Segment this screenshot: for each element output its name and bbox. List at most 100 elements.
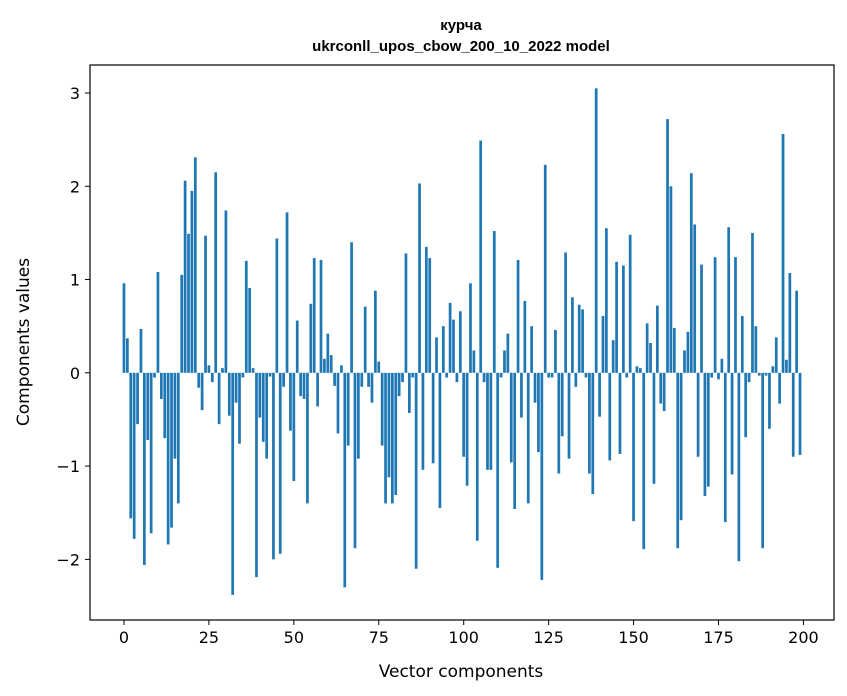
bar-167 [689, 173, 693, 373]
bar-123 [540, 372, 544, 580]
bar-127 [554, 329, 557, 373]
bar-73 [370, 372, 374, 403]
bar-101 [465, 372, 469, 486]
bar-57 [316, 372, 319, 407]
bar-165 [683, 350, 686, 373]
bar-30 [224, 210, 228, 373]
bar-136 [584, 372, 588, 378]
bar-146 [618, 372, 622, 454]
bar-132 [571, 297, 574, 373]
bar-194 [781, 134, 785, 373]
bar-61 [329, 355, 333, 373]
bar-34 [238, 372, 241, 444]
bar-115 [513, 372, 517, 509]
bar-156 [652, 372, 656, 484]
bar-142 [605, 228, 608, 373]
bar-60 [326, 333, 330, 373]
bar-135 [581, 309, 584, 373]
bar-138 [591, 372, 595, 495]
bar-82 [401, 372, 404, 383]
bar-133 [574, 372, 578, 387]
bar-97 [452, 319, 455, 373]
bar-79 [391, 372, 394, 504]
bar-120 [530, 326, 533, 373]
bar-90 [428, 258, 432, 373]
bar-0 [122, 283, 126, 373]
bar-174 [713, 257, 717, 373]
bar-2 [129, 372, 133, 519]
bar-27 [214, 172, 218, 373]
bar-69 [357, 372, 360, 459]
bar-184 [747, 372, 751, 383]
bar-4 [136, 372, 139, 425]
bar-17 [180, 274, 184, 373]
bar-59 [323, 358, 326, 373]
chart-title: курча [440, 17, 482, 34]
y-tick-label: −1 [56, 457, 80, 476]
bar-192 [774, 337, 778, 373]
bar-118 [523, 300, 527, 373]
bar-9 [153, 372, 156, 378]
x-tick-label: 200 [788, 628, 819, 647]
bar-108 [489, 372, 493, 470]
bar-199 [798, 372, 802, 455]
bar-20 [190, 190, 194, 373]
bar-102 [469, 283, 472, 373]
bar-28 [217, 372, 221, 425]
bar-173 [710, 372, 714, 378]
bar-190 [768, 372, 771, 429]
bar-62 [333, 372, 336, 386]
bar-55 [309, 303, 313, 373]
bar-56 [312, 258, 316, 373]
bar-137 [588, 372, 591, 474]
bar-172 [706, 372, 710, 487]
bar-42 [265, 372, 269, 459]
bar-104 [475, 372, 479, 541]
bar-78 [387, 372, 391, 478]
bar-80 [394, 372, 398, 496]
bar-105 [479, 140, 483, 373]
bar-8 [149, 372, 153, 534]
bar-166 [686, 331, 690, 373]
bars-group [122, 88, 802, 595]
bar-177 [723, 372, 727, 523]
bar-77 [384, 372, 387, 504]
bar-88 [421, 372, 425, 470]
bar-186 [754, 326, 758, 373]
bar-170 [700, 264, 703, 373]
x-tick-label: 175 [703, 628, 734, 647]
bar-126 [550, 372, 554, 378]
bar-158 [659, 372, 663, 404]
bar-92 [435, 337, 438, 373]
bar-14 [170, 372, 173, 528]
x-tick-label: 75 [369, 628, 389, 647]
bar-5 [139, 328, 143, 373]
y-tick-label: 2 [70, 177, 80, 196]
bar-39 [255, 372, 258, 578]
bar-160 [666, 119, 669, 373]
bar-153 [642, 372, 646, 550]
bar-66 [346, 372, 350, 446]
bar-75 [377, 361, 381, 373]
bar-178 [727, 227, 731, 373]
bar-183 [744, 372, 748, 438]
bar-181 [737, 372, 741, 562]
bar-36 [244, 260, 248, 373]
bar-89 [424, 246, 428, 373]
bar-25 [207, 365, 211, 373]
bar-113 [506, 333, 510, 373]
bar-98 [455, 372, 459, 383]
bar-72 [367, 372, 370, 387]
bar-31 [227, 372, 231, 416]
bar-7 [146, 372, 150, 440]
bar-122 [537, 372, 540, 453]
bar-193 [778, 372, 781, 404]
bar-171 [703, 372, 707, 496]
x-tick-label: 100 [448, 628, 479, 647]
bar-44 [272, 372, 275, 560]
bar-84 [407, 372, 411, 413]
bar-53 [302, 372, 306, 399]
bar-169 [696, 372, 700, 457]
bar-10 [156, 272, 160, 373]
bar-47 [282, 372, 285, 387]
